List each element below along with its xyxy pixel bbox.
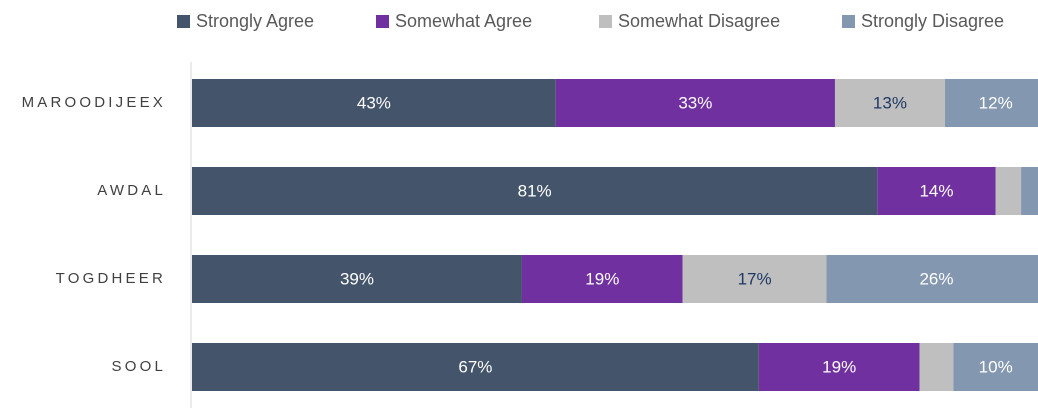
value-label: 81%	[518, 181, 552, 200]
value-label: 26%	[919, 269, 953, 288]
legend-swatch	[599, 15, 612, 28]
bar-segment	[1021, 167, 1038, 215]
value-label: 39%	[340, 269, 374, 288]
value-label: 43%	[357, 93, 391, 112]
bar-segment	[826, 255, 1038, 303]
value-label: 12%	[979, 93, 1013, 112]
bar-segment	[953, 343, 1038, 391]
y-tick-label: MAROODIJEEX	[22, 94, 166, 111]
bar-segment	[877, 167, 996, 215]
bar-segment	[192, 255, 522, 303]
legend-swatch	[177, 15, 190, 28]
bar-segment	[995, 167, 1022, 215]
y-tick-label: TOGDHEER	[56, 270, 166, 287]
bar-segment	[944, 79, 1038, 127]
value-label: 67%	[458, 357, 492, 376]
bar-segment	[192, 167, 878, 215]
bar-segment	[758, 343, 920, 391]
value-label: 10%	[979, 357, 1013, 376]
legend-label: Somewhat Agree	[395, 11, 532, 31]
legend-label: Somewhat Disagree	[618, 11, 780, 31]
value-label: 17%	[738, 269, 772, 288]
value-label: 19%	[585, 269, 619, 288]
bar-segment	[521, 255, 683, 303]
legend-swatch	[842, 15, 855, 28]
bar-segment	[555, 79, 835, 127]
bar-segment	[682, 255, 827, 303]
legend-swatch	[376, 15, 389, 28]
bar-segment	[192, 343, 759, 391]
value-label: 19%	[822, 357, 856, 376]
bar-segment	[192, 79, 556, 127]
y-tick-label: SOOL	[112, 358, 166, 375]
value-label: 13%	[873, 93, 907, 112]
bar-segment	[919, 343, 954, 391]
y-tick-label: AWDAL	[97, 182, 166, 199]
legend-label: Strongly Agree	[196, 11, 314, 31]
value-label: 14%	[919, 181, 953, 200]
bar-segment	[834, 79, 945, 127]
value-label: 33%	[678, 93, 712, 112]
legend-label: Strongly Disagree	[861, 11, 1004, 31]
